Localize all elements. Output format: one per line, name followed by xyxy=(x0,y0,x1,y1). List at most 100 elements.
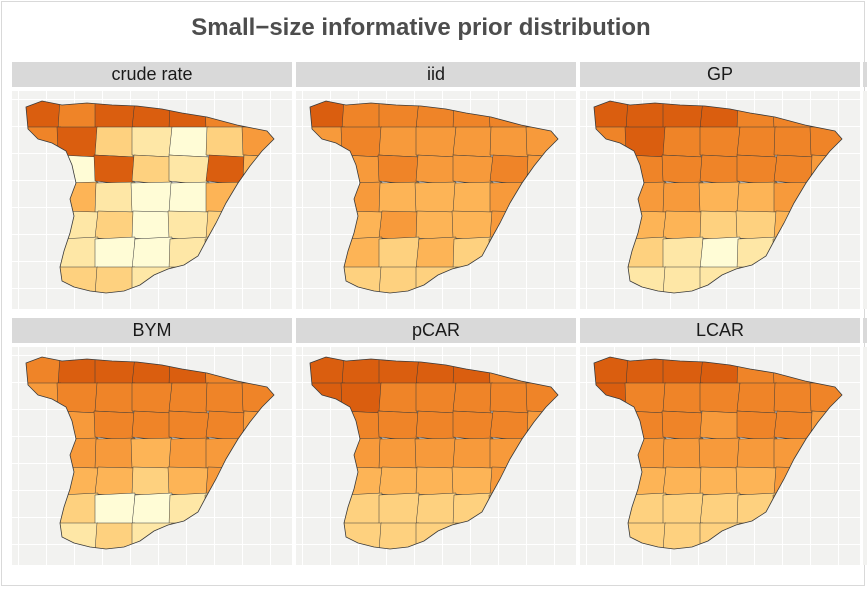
figure-title: Small−size informative prior distributio… xyxy=(191,14,651,41)
province-region xyxy=(378,466,420,498)
province-region xyxy=(242,437,274,470)
province-region xyxy=(662,210,704,242)
province-region xyxy=(242,410,274,442)
province-region xyxy=(736,181,778,214)
province-region xyxy=(525,126,558,158)
province-region xyxy=(662,466,704,498)
province-region xyxy=(168,522,210,549)
province-region xyxy=(341,181,383,214)
province-region xyxy=(452,266,494,293)
province-region xyxy=(310,466,346,498)
province-region xyxy=(773,437,815,470)
province-region xyxy=(699,210,741,242)
province-region xyxy=(167,210,210,242)
province-region xyxy=(205,126,247,158)
province-region xyxy=(452,492,494,526)
province-region xyxy=(594,181,630,214)
province-region xyxy=(452,522,494,549)
province-region xyxy=(242,181,274,214)
province-region xyxy=(809,126,842,158)
province-region xyxy=(378,181,420,214)
country-outline xyxy=(25,356,275,550)
province-region xyxy=(26,126,62,158)
province-region xyxy=(378,101,420,130)
province-region xyxy=(489,382,531,414)
province-region xyxy=(131,410,173,442)
province-region xyxy=(57,236,99,270)
province-region xyxy=(736,522,778,549)
province-region xyxy=(131,236,173,270)
country-outline xyxy=(593,100,843,294)
panel-gp: GP xyxy=(580,62,860,309)
province-region xyxy=(488,101,531,130)
facet-label: LCAR xyxy=(580,318,860,343)
province-region xyxy=(415,154,457,186)
facet-label: BYM xyxy=(12,318,292,343)
panel-lcar: LCAR xyxy=(580,318,860,565)
province-region xyxy=(205,466,247,498)
province-region xyxy=(662,236,704,270)
province-region xyxy=(131,357,173,386)
province-region xyxy=(526,210,558,242)
province-region xyxy=(204,492,247,526)
province-region xyxy=(594,236,630,270)
province-region xyxy=(130,437,173,470)
province-region xyxy=(242,466,274,498)
province-region xyxy=(594,266,630,293)
province-region xyxy=(594,522,630,549)
country-outline xyxy=(593,356,843,550)
province-region xyxy=(809,382,842,414)
province-region xyxy=(26,210,62,242)
province-region xyxy=(526,101,558,130)
province-region xyxy=(310,210,346,242)
province-region xyxy=(341,437,383,470)
province-region xyxy=(662,266,704,293)
province-region xyxy=(26,522,62,549)
province-region xyxy=(451,210,494,242)
province-region xyxy=(736,492,778,526)
province-region xyxy=(26,181,62,214)
panel-pcar: pCAR xyxy=(296,318,576,565)
province-region xyxy=(26,382,62,414)
province-region xyxy=(810,437,842,470)
province-region xyxy=(452,101,494,130)
province-region xyxy=(310,410,346,442)
clipped-panel-bottom xyxy=(863,318,867,565)
province-region xyxy=(699,466,741,498)
province-region xyxy=(310,236,346,270)
province-region xyxy=(661,410,704,442)
province-region xyxy=(526,181,558,214)
province-region xyxy=(594,410,630,442)
province-region xyxy=(57,437,99,470)
province-region xyxy=(625,236,667,270)
province-region xyxy=(489,181,531,214)
province-region xyxy=(94,101,136,130)
province-region xyxy=(594,437,630,470)
province-region xyxy=(526,410,558,442)
province-region xyxy=(341,101,383,130)
province-region xyxy=(662,382,704,414)
province-region xyxy=(736,357,778,386)
province-region xyxy=(204,101,247,130)
province-region xyxy=(698,181,741,214)
province-region xyxy=(489,466,531,498)
province-region xyxy=(168,154,210,186)
province-region xyxy=(26,154,62,186)
province-region xyxy=(57,410,99,442)
province-region xyxy=(699,492,741,526)
province-region xyxy=(736,410,778,442)
province-region xyxy=(340,382,383,414)
province-region xyxy=(699,126,741,158)
province-region xyxy=(57,357,99,386)
province-region xyxy=(624,126,667,158)
panel-iid: iid xyxy=(296,62,576,309)
province-region xyxy=(661,154,704,186)
map-plot xyxy=(580,91,860,309)
province-region xyxy=(310,382,346,414)
panel-bym: BYM xyxy=(12,318,292,565)
province-region xyxy=(415,357,457,386)
province-region xyxy=(26,236,62,270)
province-region xyxy=(378,126,420,158)
province-region xyxy=(94,357,136,386)
province-region xyxy=(93,154,136,186)
